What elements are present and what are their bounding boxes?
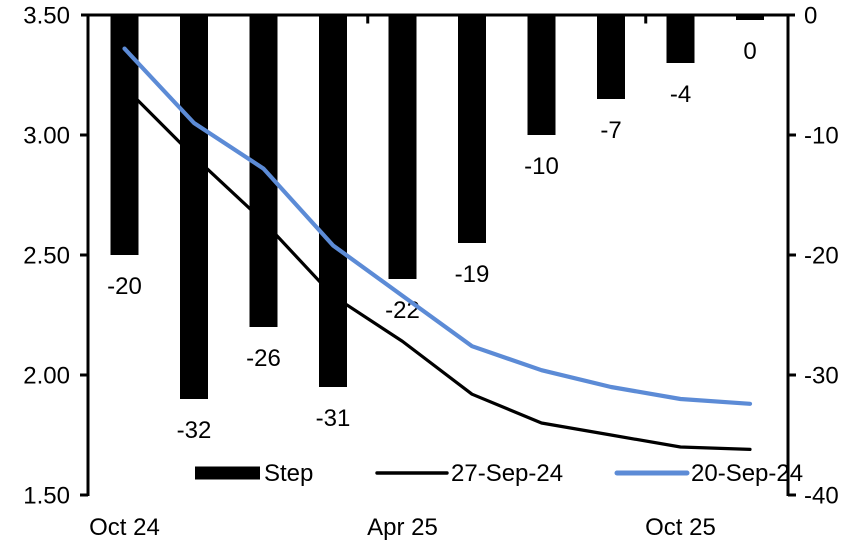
right-axis-label: -40	[804, 483, 839, 510]
right-axis-label: -20	[804, 243, 839, 270]
step-bar	[527, 15, 556, 135]
bar-value-label: -32	[177, 417, 212, 444]
bar-value-label: -31	[316, 405, 351, 432]
step-bar	[180, 15, 208, 399]
bar-value-label: -20	[107, 273, 142, 300]
line-20-sep-24	[122, 46, 753, 406]
line-27-sep-24	[122, 85, 752, 451]
step-bar	[388, 15, 417, 279]
right-axis-label: 0	[804, 3, 817, 30]
bar-value-label: -22	[385, 297, 420, 324]
right-axis-label: -30	[804, 363, 839, 390]
step-bar	[736, 15, 764, 20]
x-axis-label: Oct 24	[89, 514, 160, 541]
x-axis-label: Apr 25	[367, 514, 438, 541]
legend-label: 20-Sep-24	[691, 460, 803, 487]
bar-value-label: -19	[455, 261, 490, 288]
x-axis-label: Oct 25	[645, 514, 716, 541]
legend-swatch-bar	[195, 466, 260, 480]
left-axis-label: 2.00	[23, 363, 70, 390]
right-axis-label: -10	[804, 123, 839, 150]
legend-label: Step	[264, 460, 313, 487]
step-bar	[597, 15, 625, 99]
bar-value-label: -26	[246, 345, 281, 372]
bar-value-label: 0	[743, 38, 756, 65]
legend-label: 27-Sep-24	[451, 460, 563, 487]
step-bar	[110, 15, 139, 255]
left-axis-label: 1.50	[23, 483, 70, 510]
left-axis-label: 3.00	[23, 123, 70, 150]
bar-value-label: -4	[670, 81, 691, 108]
step-bar	[319, 15, 347, 387]
left-axis-label: 3.50	[23, 3, 70, 30]
step-bar	[666, 15, 695, 63]
bar-value-label: -10	[524, 153, 559, 180]
left-axis-label: 2.50	[23, 243, 70, 270]
bar-value-label: -7	[600, 117, 621, 144]
step-bar	[458, 15, 486, 243]
